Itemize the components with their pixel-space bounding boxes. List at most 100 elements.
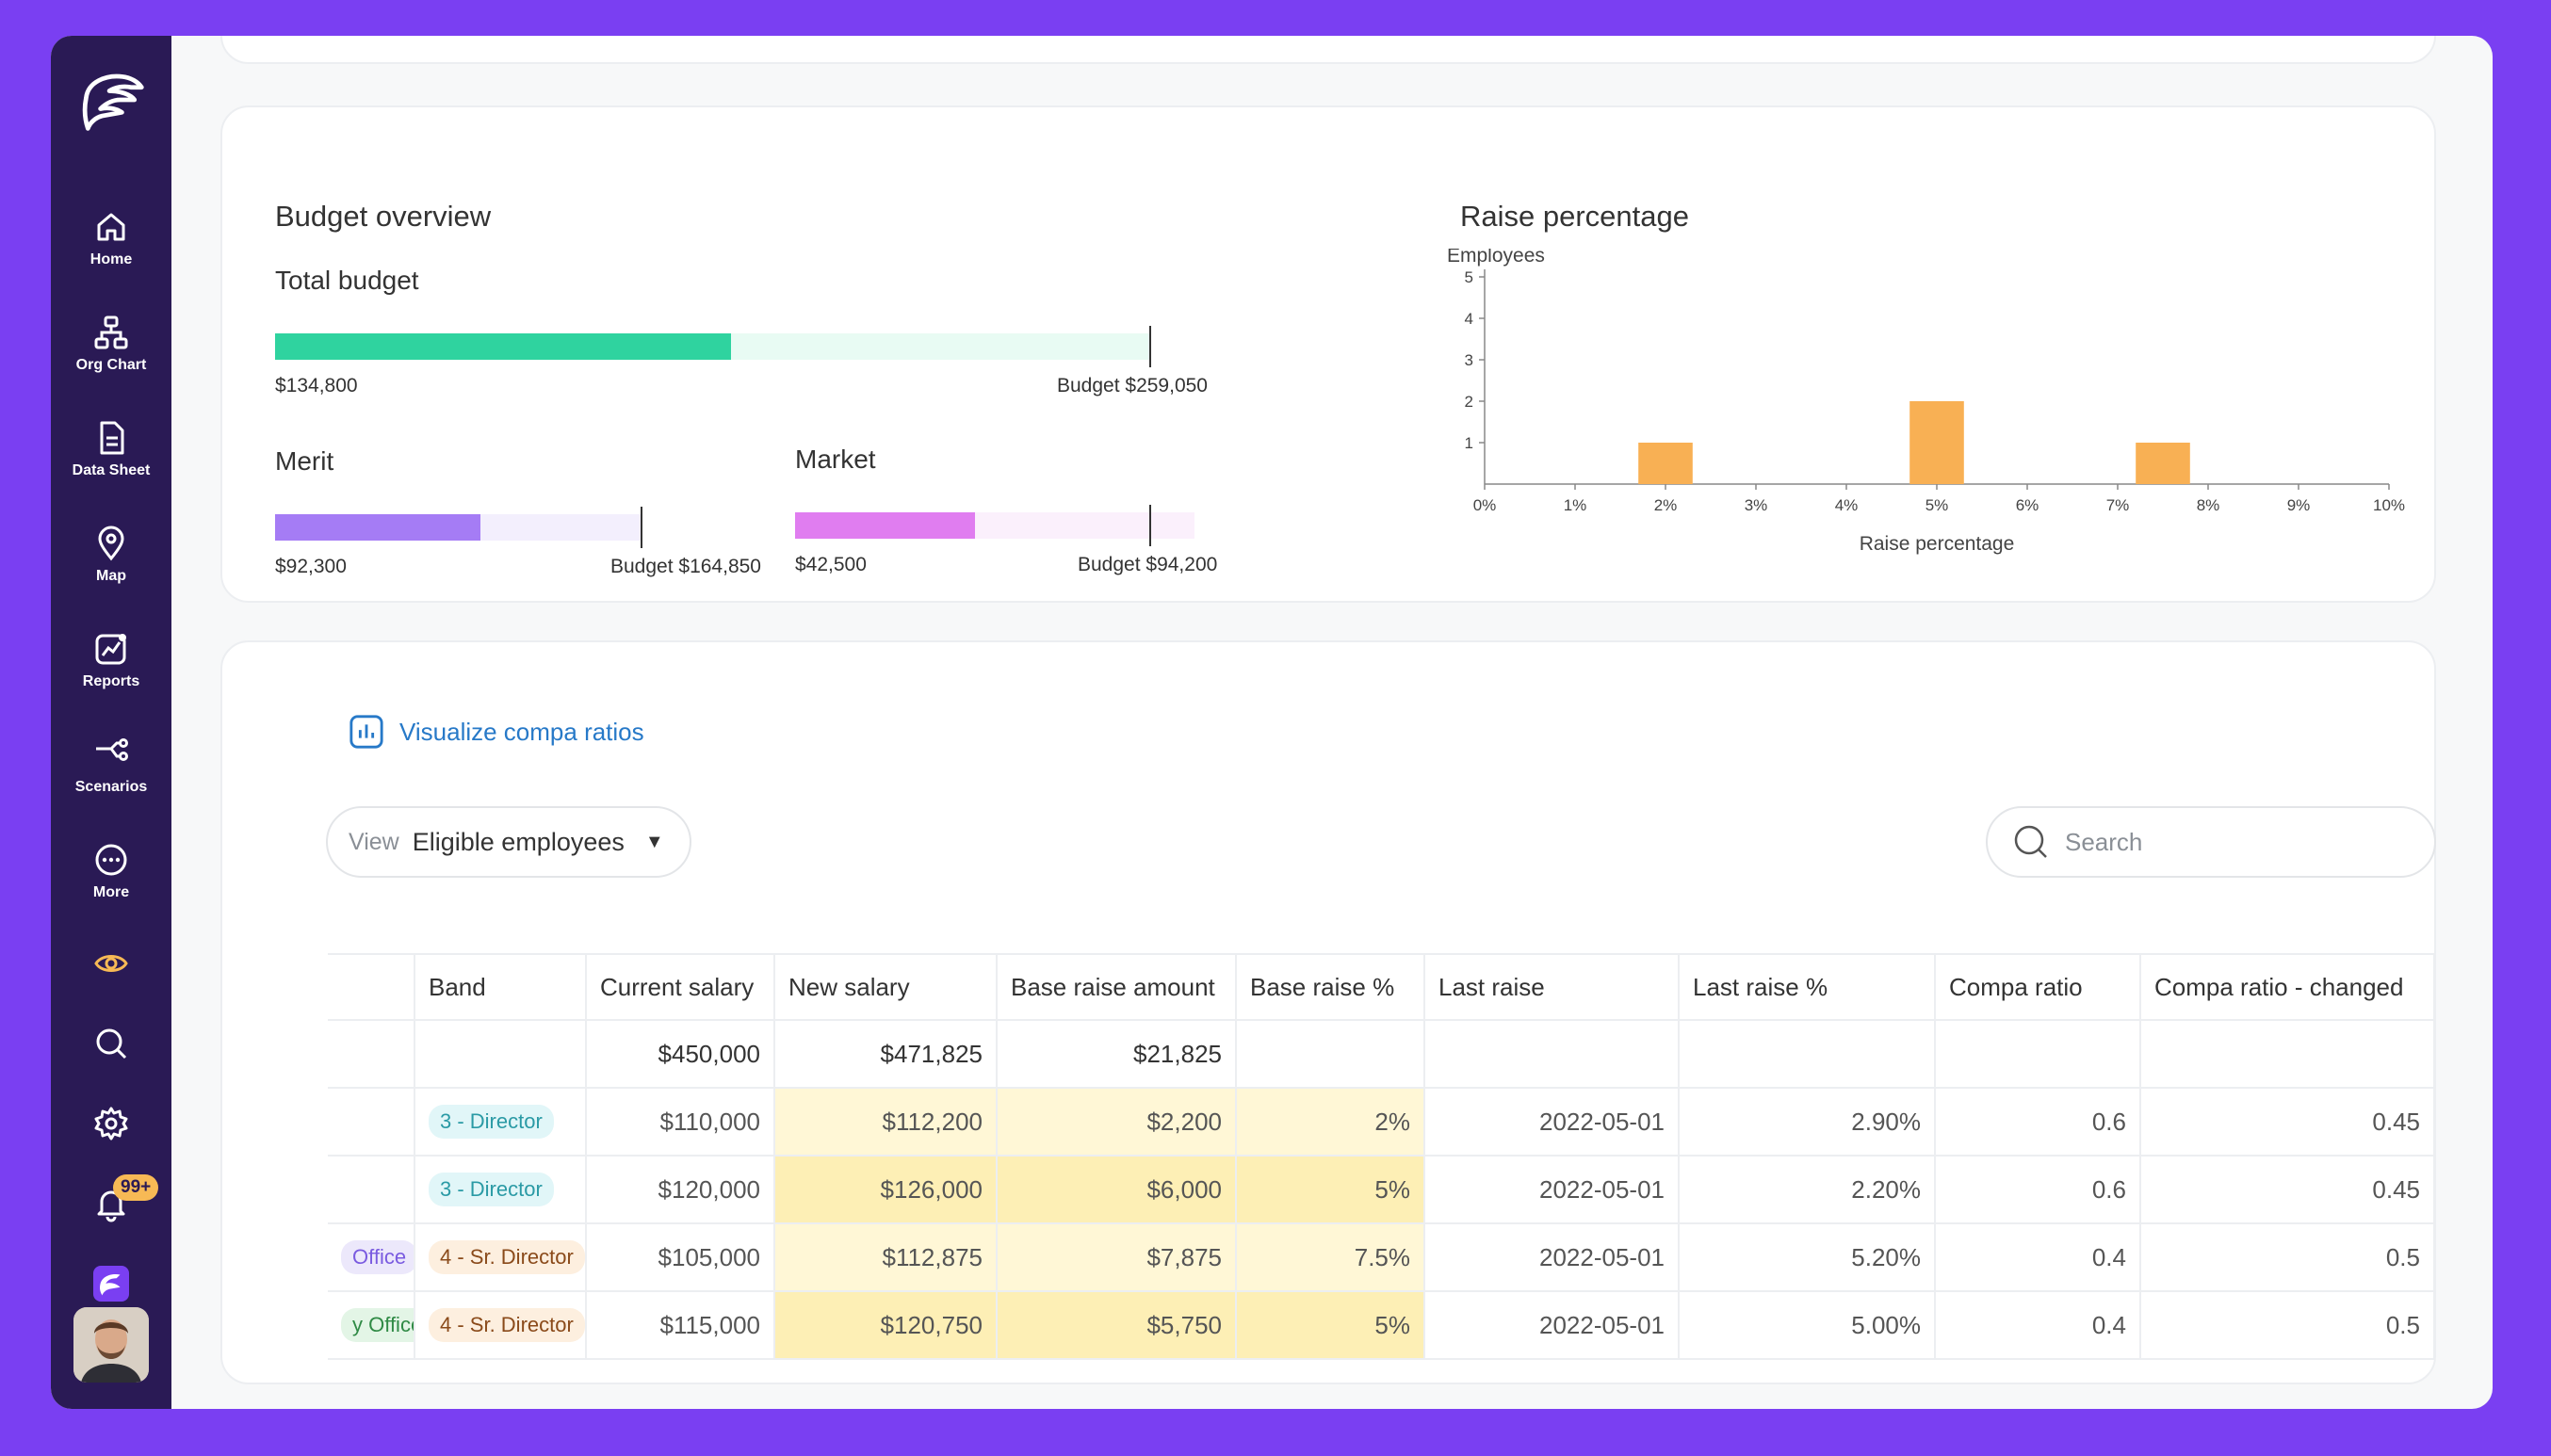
sidebar-item-label: Map [96, 568, 126, 584]
table-totals-row: $450,000 $471,825 $21,825 [328, 1020, 2434, 1089]
budget-overview-title: Budget overview [275, 200, 492, 233]
total-new-salary: $471,825 [774, 1020, 998, 1089]
new-salary-cell[interactable]: $120,750 [774, 1291, 998, 1360]
previous-section-card [220, 36, 2436, 64]
caret-down-icon: ▼ [644, 831, 664, 852]
column-header-office[interactable] [328, 953, 415, 1021]
column-header-base-raise-pct[interactable]: Base raise % [1236, 953, 1425, 1021]
x-tick-label: 10% [2373, 496, 2405, 514]
new-salary-cell[interactable]: $112,875 [774, 1223, 998, 1292]
column-header-new-salary[interactable]: New salary [774, 953, 998, 1021]
total-current-salary: $450,000 [586, 1020, 775, 1089]
current-salary-cell: $105,000 [586, 1223, 775, 1292]
user-avatar-icon [73, 1307, 149, 1383]
compa-ratio-cell: 0.6 [1935, 1156, 2141, 1224]
table-row[interactable]: Office 4 - Sr. Director $105,000 $112,87… [328, 1223, 2434, 1292]
band-cell[interactable]: 4 - Sr. Director [414, 1291, 587, 1360]
view-selected-value: Eligible employees [412, 827, 625, 856]
sidebar-item-data-sheet[interactable]: Data Sheet [51, 402, 171, 496]
column-header-last-raise[interactable]: Last raise [1424, 953, 1680, 1021]
app-window: Home Org Chart Data Sheet Map Reports Sc… [51, 36, 2493, 1409]
band-cell[interactable]: 3 - Director [414, 1156, 587, 1224]
compa-ratio-changed-cell: 0.5 [2140, 1291, 2434, 1360]
avatar[interactable] [73, 1307, 149, 1383]
new-salary-cell[interactable]: $112,200 [774, 1088, 998, 1157]
last-raise-cell: 2022-05-01 [1424, 1088, 1680, 1157]
raise-amount-cell[interactable]: $7,875 [997, 1223, 1237, 1292]
table-row[interactable]: 3 - Director $110,000 $112,200 $2,200 2%… [328, 1088, 2434, 1157]
brand-logo[interactable] [73, 62, 149, 138]
notifications-badge: 99+ [113, 1174, 159, 1201]
raise-amount-cell[interactable]: $6,000 [997, 1156, 1237, 1224]
x-tick-label: 8% [2197, 496, 2220, 514]
office-cell: Office [328, 1223, 415, 1292]
band-cell[interactable]: 4 - Sr. Director [414, 1223, 587, 1292]
total-budget-bar-fill [275, 333, 731, 360]
notifications-button[interactable]: 99+ [51, 1171, 171, 1237]
search-input[interactable] [2065, 827, 2404, 857]
y-tick-label: 3 [1465, 351, 1473, 369]
raise-amount-cell[interactable]: $2,200 [997, 1088, 1237, 1157]
x-tick-label: 3% [1745, 496, 1768, 514]
search-icon [2014, 825, 2047, 858]
x-tick-label: 4% [1835, 496, 1859, 514]
column-header-compa-ratio-changed[interactable]: Compa ratio - changed [2140, 953, 2434, 1021]
compa-ratio-changed-cell: 0.45 [2140, 1156, 2434, 1224]
last-raise-pct-cell: 5.20% [1679, 1223, 1936, 1292]
home-icon [97, 213, 125, 241]
current-salary-cell: $110,000 [586, 1088, 775, 1157]
visualize-compa-ratios-label: Visualize compa ratios [399, 717, 644, 746]
market-budget-value: Budget $94,200 [1078, 554, 1218, 575]
market-budget-marker [1149, 505, 1151, 546]
column-header-last-raise-pct[interactable]: Last raise % [1679, 953, 1936, 1021]
brand-switcher[interactable] [51, 1251, 171, 1317]
band-pill: 3 - Director [429, 1104, 554, 1140]
sidebar-item-more[interactable]: More [51, 824, 171, 918]
x-tick-label: 7% [2106, 496, 2130, 514]
view-label: View [349, 828, 399, 855]
sidebar-search[interactable] [51, 1011, 171, 1076]
visualize-compa-ratios-link[interactable]: Visualize compa ratios [349, 714, 644, 750]
sidebar-item-scenarios[interactable]: Scenarios [51, 719, 171, 813]
raise-pct-cell[interactable]: 2% [1236, 1088, 1425, 1157]
raise-pct-cell[interactable]: 5% [1236, 1156, 1425, 1224]
compa-ratio-cell: 0.4 [1935, 1291, 2141, 1360]
scenarios-icon [96, 738, 128, 761]
table-row[interactable]: y Office 4 - Sr. Director $115,000 $120,… [328, 1291, 2434, 1360]
sidebar-item-reports[interactable]: Reports [51, 613, 171, 707]
sidebar-item-org-chart[interactable]: Org Chart [51, 297, 171, 391]
merit-budget-bar [275, 507, 642, 548]
totals-cell [1679, 1020, 1936, 1089]
table-row[interactable]: 3 - Director $120,000 $126,000 $6,000 5%… [328, 1156, 2434, 1224]
table-header-row: Band Current salary New salary Base rais… [328, 953, 2434, 1021]
office-pill: y Office [341, 1307, 413, 1343]
band-pill: 4 - Sr. Director [429, 1239, 584, 1275]
sidebar-item-label: Scenarios [74, 779, 148, 795]
band-cell[interactable]: 3 - Director [414, 1088, 587, 1157]
raise-pct-cell[interactable]: 5% [1236, 1291, 1425, 1360]
column-header-compa-ratio[interactable]: Compa ratio [1935, 953, 2141, 1021]
column-header-band[interactable]: Band [414, 953, 587, 1021]
raise-percentage-chart: Employees 1 2 3 4 5 0% 1% 2% 3% 4% 5% 6% 7% 8% 9% 10% Rai… [1447, 249, 2405, 555]
totals-cell [1935, 1020, 2141, 1089]
current-salary-cell: $120,000 [586, 1156, 775, 1224]
total-spent-value: $134,800 [275, 375, 358, 396]
dolphin-logo-icon [82, 73, 144, 131]
column-header-current-salary[interactable]: Current salary [586, 953, 775, 1021]
visibility-toggle[interactable] [51, 930, 171, 996]
sidebar-settings[interactable] [51, 1091, 171, 1157]
new-salary-cell[interactable]: $126,000 [774, 1156, 998, 1224]
merit-spent-value: $92,300 [275, 556, 347, 577]
brand-mark-icon [93, 1266, 129, 1302]
raise-pct-cell[interactable]: 7.5% [1236, 1223, 1425, 1292]
raise-amount-cell[interactable]: $5,750 [997, 1291, 1237, 1360]
office-cell: y Office [328, 1291, 415, 1360]
search-field[interactable] [1986, 806, 2436, 878]
x-tick-label: 0% [1473, 496, 1497, 514]
column-header-base-raise-amount[interactable]: Base raise amount [997, 953, 1237, 1021]
merit-budget-marker [641, 507, 642, 548]
sidebar-item-home[interactable]: Home [51, 191, 171, 285]
sidebar-item-map[interactable]: Map [51, 508, 171, 602]
total-budget-marker [1149, 326, 1151, 367]
view-dropdown[interactable]: View Eligible employees ▼ [326, 806, 691, 878]
